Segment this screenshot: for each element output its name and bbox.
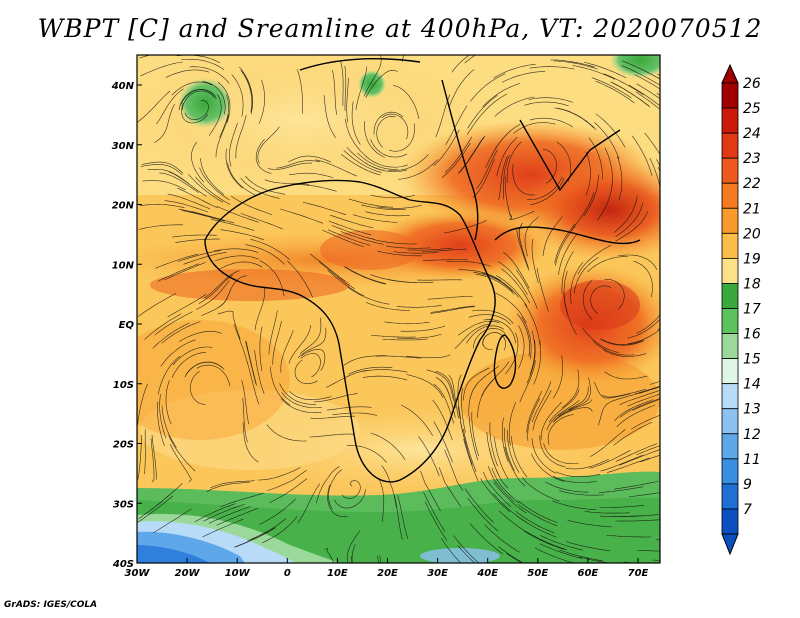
colorbar-swatch [721,408,739,435]
x-tick-label: 50E [527,568,548,579]
colorbar-label: 12 [743,427,761,443]
x-tick-label: 20W [175,568,201,579]
x-tick-label: 10E [327,568,348,579]
streamline-paths [137,55,660,563]
map-frame [136,54,661,564]
x-tick-label: 60E [578,568,599,579]
colorbar-swatch [721,283,739,309]
colorbar-label: 25 [743,101,761,117]
y-tick-label: 30S [113,499,134,510]
colorbar-label: 17 [743,302,761,318]
colorbar-label: 11 [743,452,761,468]
colorbar-label: 13 [743,402,761,418]
temperature-field [137,55,660,563]
colorbar: 26 25 24 23 22 21 20 19 18 17 16 15 14 13 12 11 9 7 [721,63,761,556]
colorbar-swatch [721,157,739,184]
x-tick-label: 70E [628,568,649,579]
colorbar-label: 23 [743,151,761,167]
colorbar-swatch [721,82,739,109]
colorbar-label: 24 [743,126,761,142]
colorbar-swatch [721,483,739,510]
colorbar-label: 16 [743,327,761,343]
colorbar-swatch [721,308,739,334]
colorbar-label: 14 [743,377,761,393]
coastlines [204,58,641,483]
colorbar-label: 26 [743,76,761,92]
colorbar-label: 19 [743,251,761,267]
colorbar-swatch [721,207,739,234]
x-axis: 30W 20W 10W 0 10E 20E 30E 40E 50E 60E 70E [125,558,649,579]
colorbar-arrow-bottom [721,533,739,556]
y-tick-label: 30N [112,141,135,152]
colorbar-label: 22 [743,176,761,192]
colorbar-swatch [721,107,739,134]
grads-credit: GrADS: IGES/COLA [4,600,98,610]
x-tick-label: 0 [284,568,291,579]
y-tick-label: 20S [113,440,134,451]
colorbar-label: 9 [743,477,752,493]
x-tick-label: 40E [476,568,498,579]
colorbar-swatch [721,182,739,209]
colorbar-swatch [721,333,739,360]
x-tick-label: 20E [377,568,398,579]
y-tick-label: 10S [113,380,134,391]
colorbar-label: 15 [743,352,761,368]
x-tick-label: 10W [225,568,251,579]
x-tick-label: 30E [427,568,448,579]
y-tick-label: 40S [112,559,134,570]
colorbar-label: 7 [743,502,752,518]
colorbar-label: 21 [743,201,761,217]
colorbar-swatch [721,232,739,259]
colorbar-swatch [721,458,739,485]
y-tick-label: 20N [112,201,135,212]
x-tick-label: 30W [125,568,151,579]
colorbar-label: 20 [743,226,761,242]
y-axis: 40N 30N 20N 10N EQ 10S 20S 30S 40S [111,81,142,570]
colorbar-arrow-top [721,63,739,84]
y-tick-label: 10N [112,260,135,271]
colorbar-swatch [721,257,739,284]
colorbar-label: 18 [743,276,761,292]
colorbar-swatch [721,508,739,535]
colorbar-swatch [721,132,739,159]
colorbar-swatch [721,433,739,460]
y-tick-label: 40N [111,81,135,92]
colorbar-swatch [721,383,739,410]
y-tick-label: EQ [119,320,135,331]
map-title: WBPT [C] and Sreamline at 400hPa, VT: 20… [37,14,763,43]
colorbar-swatch [721,358,739,385]
streamlines [137,55,660,563]
